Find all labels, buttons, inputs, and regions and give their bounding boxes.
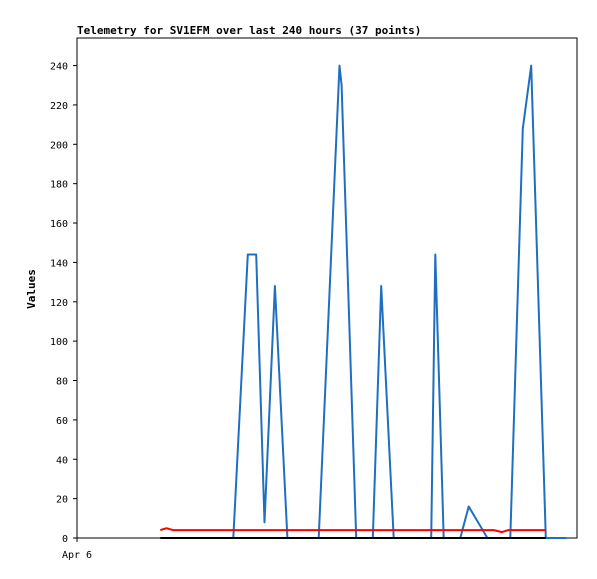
y-tick-label: 60 [56, 416, 68, 427]
y-tick-label: 200 [50, 140, 68, 151]
y-tick-label: 120 [50, 298, 68, 309]
chart-title: Telemetry for SV1EFM over last 240 hours… [77, 24, 421, 37]
y-axis-label: Values [25, 269, 38, 309]
y-tick-label: 20 [56, 495, 68, 506]
y-tick-label: 180 [50, 180, 68, 191]
series-line-2 [160, 527, 546, 534]
y-tick-label: 160 [50, 219, 68, 230]
x-tick-label: Apr 6 [62, 550, 92, 561]
y-tick-label: 100 [50, 337, 68, 348]
x-axis: Apr 6 [62, 538, 92, 561]
y-tick-label: 220 [50, 101, 68, 112]
y-tick-label: 140 [50, 258, 68, 269]
y-tick-label: 80 [56, 377, 68, 388]
y-tick-label: 0 [62, 534, 68, 545]
plot-area [76, 37, 578, 539]
y-tick-label: 240 [50, 62, 68, 73]
series-layer [160, 64, 567, 539]
y-tick-label: 40 [56, 455, 68, 466]
y-axis: 0 20 40 60 80 100 120 140 160 180 200 220 240 [50, 62, 77, 545]
